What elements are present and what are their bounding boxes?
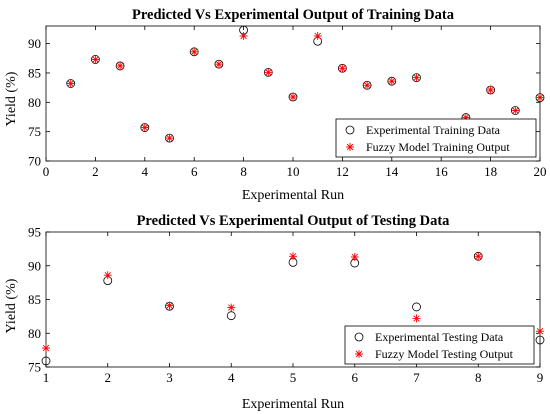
experimental-point (226, 311, 236, 321)
fuzzy-output-point (165, 134, 174, 143)
y-tick-label: 95 (28, 225, 41, 240)
fuzzy-output-point (474, 252, 483, 261)
legend-label: Experimental Training Data (366, 123, 501, 137)
fuzzy-output-point (486, 85, 495, 94)
x-tick-label: 4 (228, 370, 235, 385)
y-axis-label: Yield (%) (4, 278, 19, 333)
fuzzy-output-point (214, 60, 223, 69)
y-tick-label: 85 (28, 292, 41, 307)
fuzzy-output-point (338, 64, 347, 73)
x-tick-label: 7 (413, 370, 420, 385)
y-tick-label: 75 (28, 124, 41, 139)
fuzzy-output-point (313, 31, 322, 40)
fuzzy-output-point (289, 252, 297, 261)
fuzzy-output-point (264, 68, 273, 77)
fuzzy-output-point (227, 303, 236, 312)
fuzzy-output-point (363, 81, 372, 90)
chart-title: Predicted Vs Experimental Output of Trai… (132, 7, 455, 23)
x-tick-label: 8 (240, 164, 247, 179)
y-tick-label: 70 (28, 154, 41, 169)
x-tick-label: 16 (435, 164, 449, 179)
x-tick-label: 4 (142, 164, 149, 179)
fuzzy-output-point (66, 79, 75, 88)
fuzzy-output-point (116, 61, 125, 70)
y-tick-label: 85 (28, 65, 41, 80)
x-tick-label: 2 (92, 164, 99, 179)
fuzzy-output-point (165, 301, 174, 310)
testing-chart: Predicted Vs Experimental Output of Test… (4, 213, 545, 412)
legend-marker (346, 143, 354, 151)
legend-label: Fuzzy Model Testing Output (375, 347, 514, 361)
x-tick-label: 6 (352, 370, 359, 385)
x-tick-label: 3 (166, 370, 173, 385)
y-tick-label: 80 (28, 95, 41, 110)
x-axis-label: Experimental Run (242, 397, 344, 412)
x-tick-label: 20 (534, 164, 547, 179)
fuzzy-output-point (511, 106, 520, 115)
fuzzy-output-point (387, 77, 396, 86)
legend-label: Experimental Testing Data (375, 330, 504, 344)
fuzzy-output-point (412, 73, 421, 82)
x-tick-label: 10 (287, 164, 300, 179)
y-tick-label: 80 (28, 326, 41, 341)
experimental-point (41, 356, 51, 366)
fuzzy-output-point (289, 93, 297, 102)
legend-marker (355, 350, 363, 358)
fuzzy-output-point (412, 314, 421, 323)
training-chart: Predicted Vs Experimental Output of Trai… (4, 7, 547, 203)
x-tick-label: 0 (43, 164, 50, 179)
fuzzy-output-point (42, 344, 50, 353)
legend-marker (345, 125, 355, 135)
x-tick-label: 14 (385, 164, 399, 179)
fuzzy-output-point (140, 123, 149, 132)
legend-box (335, 118, 537, 158)
y-tick-label: 90 (28, 36, 41, 51)
x-tick-label: 12 (336, 164, 349, 179)
x-tick-label: 9 (537, 370, 544, 385)
x-tick-label: 18 (484, 164, 497, 179)
legend-marker (354, 332, 364, 342)
x-tick-label: 1 (43, 370, 50, 385)
legend-box (344, 325, 535, 365)
fuzzy-output-point (536, 327, 544, 336)
y-tick-label: 90 (28, 258, 41, 273)
experimental-point (412, 302, 421, 312)
experimental-point (535, 335, 545, 345)
fuzzy-output-point (91, 55, 100, 64)
x-tick-label: 5 (290, 370, 297, 385)
x-tick-label: 2 (105, 370, 112, 385)
fuzzy-output-point (103, 271, 112, 280)
fuzzy-output-point (536, 93, 544, 102)
legend-label: Fuzzy Model Training Output (366, 140, 510, 154)
x-tick-label: 6 (191, 164, 198, 179)
fuzzy-output-point (350, 252, 359, 261)
x-axis-label: Experimental Run (242, 188, 344, 203)
x-tick-label: 8 (475, 370, 482, 385)
chart-title: Predicted Vs Experimental Output of Test… (137, 213, 451, 229)
y-axis-label: Yield (%) (4, 71, 19, 126)
y-tick-label: 75 (28, 360, 41, 375)
fuzzy-output-point (239, 31, 248, 40)
fuzzy-output-point (190, 47, 199, 56)
